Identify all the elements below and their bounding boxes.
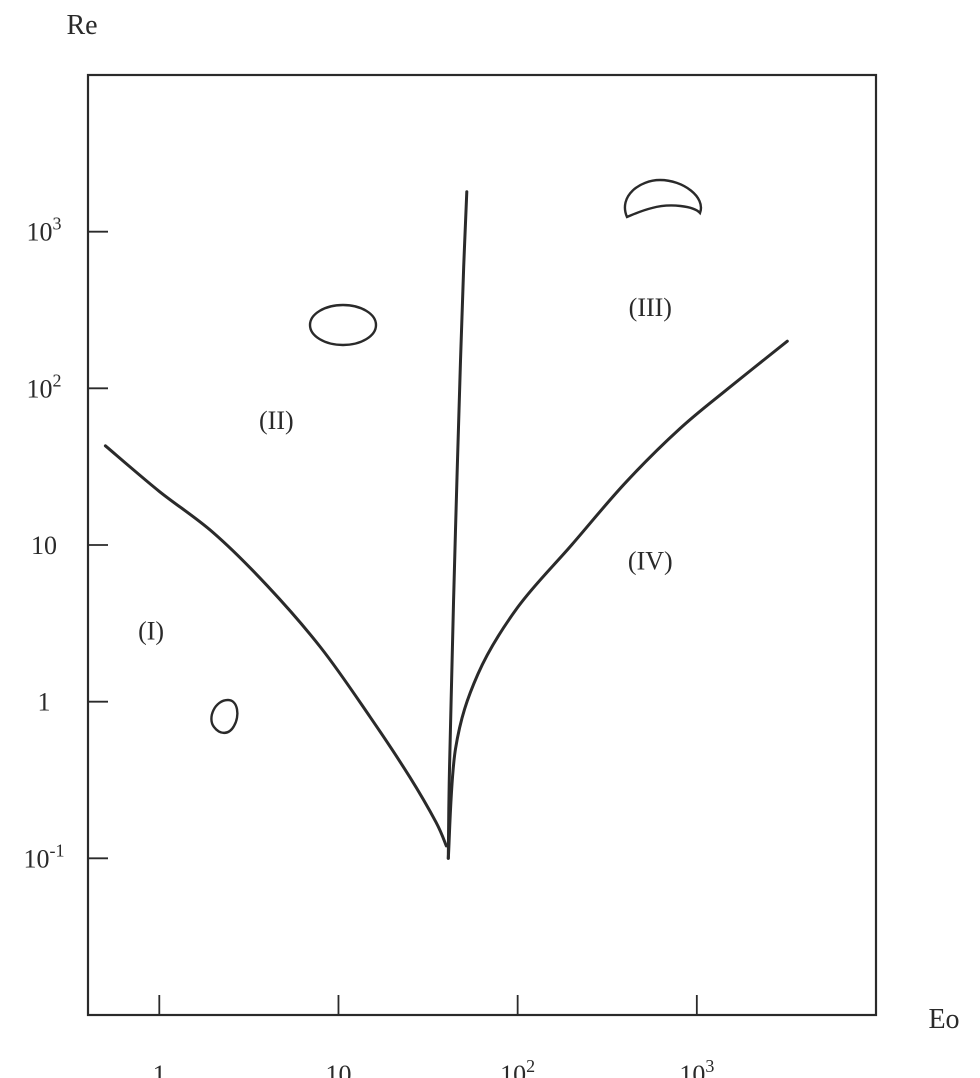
- region-label: (III): [629, 293, 672, 322]
- regime-regions: (I) (II) (III) (IV): [138, 293, 673, 645]
- regime-boundary-line-1: [103, 444, 448, 848]
- y-tick-label: 1: [38, 688, 51, 717]
- region-label: (II): [259, 406, 294, 435]
- regime-boundaries: [103, 190, 789, 860]
- regime-boundary-line-3: [446, 339, 789, 860]
- region-label: (IV): [628, 546, 673, 575]
- ellipsoidal-bubble-icon: [308, 303, 378, 347]
- spherical-cap-bubble-icon: [623, 178, 703, 219]
- bubble-icons: [210, 178, 703, 735]
- x-tick-label: 102: [500, 1056, 535, 1078]
- regime-boundary-line-2: [446, 190, 469, 860]
- y-tick-label: 102: [27, 370, 62, 403]
- x-tick-label: 1: [153, 1060, 166, 1078]
- y-tick-label: 10-1: [24, 840, 65, 873]
- spherical-bubble-icon: [210, 698, 239, 735]
- x-axis-title: Eo: [928, 1004, 959, 1035]
- region-label: (I): [138, 616, 164, 645]
- y-axis-ticks: 10-1 1 10 102 103: [24, 214, 108, 873]
- y-tick-label: 103: [27, 214, 62, 247]
- y-tick-label: 10: [31, 531, 57, 560]
- x-axis-ticks: 1 10 102 103: [153, 995, 714, 1078]
- plot-frame: [86, 73, 878, 1017]
- x-tick-label: 103: [679, 1056, 714, 1078]
- y-axis-title: Re: [66, 10, 97, 41]
- x-tick-label: 10: [325, 1060, 351, 1078]
